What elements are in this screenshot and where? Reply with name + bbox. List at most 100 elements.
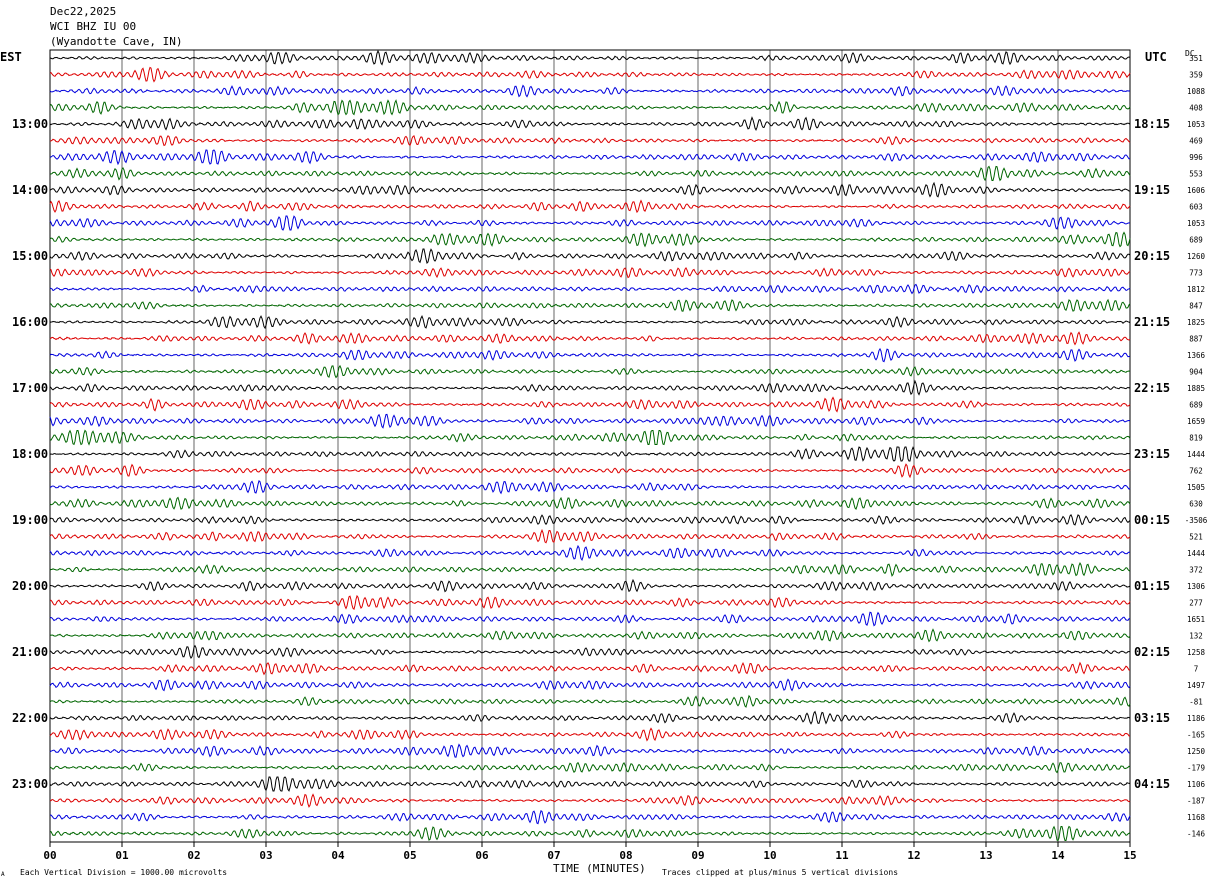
- right-hour-label: 23:15: [1134, 447, 1170, 461]
- seismic-trace: [49, 678, 1131, 692]
- dc-offset-label: -146: [1187, 830, 1206, 839]
- left-hour-label: 22:00: [12, 711, 48, 725]
- x-tick-label: 15: [1123, 849, 1136, 862]
- dc-offset-label: 630: [1189, 500, 1203, 509]
- seismic-trace: [49, 528, 1131, 544]
- dc-offset-label: 277: [1189, 599, 1203, 608]
- dc-offset-label: 408: [1189, 104, 1203, 113]
- seismic-trace: [49, 793, 1131, 808]
- seismic-trace: [49, 463, 1131, 479]
- dc-offset-label: -187: [1187, 797, 1205, 806]
- seismic-trace: [49, 513, 1131, 526]
- right-hour-label: 20:15: [1134, 249, 1170, 263]
- seismic-trace: [49, 446, 1131, 462]
- right-hour-label: 03:15: [1134, 711, 1170, 725]
- seismic-trace: [49, 84, 1131, 98]
- dc-offset-label: 1651: [1187, 615, 1205, 624]
- dc-offset-label: 1606: [1187, 186, 1206, 195]
- seismic-trace: [49, 594, 1131, 610]
- dc-offset-label: 762: [1189, 467, 1203, 476]
- dc-offset-label: 7: [1194, 665, 1199, 674]
- seismic-trace: [49, 611, 1131, 627]
- clip-note: Traces clipped at plus/minus 5 vertical …: [662, 868, 899, 877]
- seismic-trace: [49, 149, 1131, 166]
- seismic-trace: [49, 49, 1131, 66]
- dc-offset-label: 1659: [1187, 417, 1205, 426]
- seismic-trace: [49, 116, 1131, 132]
- dc-offset-label: 1444: [1187, 549, 1206, 558]
- dc-offset-label: 904: [1189, 368, 1203, 377]
- seismic-trace: [49, 644, 1131, 660]
- x-tick-label: 06: [475, 849, 489, 862]
- dc-offset-label: 819: [1189, 434, 1203, 443]
- right-hour-label: 04:15: [1134, 777, 1170, 791]
- dc-offset-label: -3506: [1185, 516, 1208, 525]
- dc-offset-label: 1088: [1187, 87, 1206, 96]
- seismic-trace: [49, 248, 1131, 264]
- seismic-trace: [49, 496, 1131, 511]
- seismic-trace: [49, 231, 1131, 248]
- dc-offset-label: 372: [1189, 566, 1203, 575]
- seismic-trace: [49, 694, 1131, 708]
- dc-offset-label: 521: [1189, 533, 1203, 542]
- left-hour-label: 18:00: [12, 447, 48, 461]
- seismic-trace: [49, 743, 1131, 758]
- right-hour-label: 22:15: [1134, 381, 1170, 395]
- seismic-trace: [49, 135, 1131, 147]
- left-hour-label: 16:00: [12, 315, 48, 329]
- x-tick-label: 07: [547, 849, 560, 862]
- dc-offset-label: -179: [1187, 764, 1205, 773]
- seismic-trace: [49, 215, 1131, 231]
- dc-offset-label: 1444: [1187, 450, 1206, 459]
- dc-offset-label: 1825: [1187, 318, 1205, 327]
- seismic-trace: [49, 413, 1131, 429]
- left-hour-label: 15:00: [12, 249, 48, 263]
- right-hour-label: 00:15: [1134, 513, 1170, 527]
- dc-offset-label: 1497: [1187, 681, 1205, 690]
- dc-offset-label: 1250: [1187, 747, 1206, 756]
- seismic-trace: [49, 199, 1131, 214]
- dc-offset-label: 1053: [1187, 120, 1205, 129]
- seismic-trace: [49, 661, 1131, 676]
- dc-offset-label: 847: [1189, 302, 1203, 311]
- left-hour-label: 21:00: [12, 645, 48, 659]
- left-timezone-label: EST: [0, 50, 22, 64]
- seismic-trace: [49, 66, 1131, 83]
- seismic-trace: [49, 298, 1131, 312]
- dc-offset-label: 469: [1189, 137, 1203, 146]
- dc-offset-label: 689: [1189, 401, 1203, 410]
- dc-offset-label: 351: [1189, 54, 1203, 63]
- x-axis-title: TIME (MINUTES): [553, 862, 646, 875]
- left-hour-label: 14:00: [12, 183, 48, 197]
- grid-layer: [49, 49, 1131, 847]
- dc-offset-label: 1306: [1187, 582, 1206, 591]
- left-hour-label: 13:00: [12, 117, 48, 131]
- right-hour-label: 19:15: [1134, 183, 1170, 197]
- seismic-trace: [49, 628, 1131, 643]
- x-tick-label: 03: [259, 849, 272, 862]
- seismic-trace: [49, 364, 1131, 379]
- right-hour-label: 02:15: [1134, 645, 1170, 659]
- x-tick-label: 09: [691, 849, 704, 862]
- x-tick-label: 00: [43, 849, 56, 862]
- dc-offset-label: 1106: [1187, 780, 1206, 789]
- seismic-trace: [49, 99, 1131, 116]
- seismic-trace: [49, 314, 1131, 330]
- seismic-trace: [50, 165, 1131, 182]
- header-date: Dec22,2025: [50, 5, 117, 18]
- seismic-trace: [49, 810, 1131, 825]
- seismic-trace: [49, 479, 1131, 495]
- trace-layer: [49, 49, 1131, 842]
- x-tick-label: 14: [1051, 849, 1065, 862]
- left-hour-label: 23:00: [12, 777, 48, 791]
- seismic-trace: [49, 266, 1131, 279]
- dc-offset-label: 1168: [1187, 813, 1206, 822]
- x-tick-label: 05: [403, 849, 416, 862]
- dc-offset-label: 359: [1189, 71, 1203, 80]
- x-tick-label: 02: [187, 849, 200, 862]
- x-tick-label: 11: [835, 849, 849, 862]
- dc-header-label: DC: [1185, 49, 1195, 58]
- dc-offset-label: -81: [1189, 698, 1203, 707]
- seismic-trace: [49, 578, 1131, 593]
